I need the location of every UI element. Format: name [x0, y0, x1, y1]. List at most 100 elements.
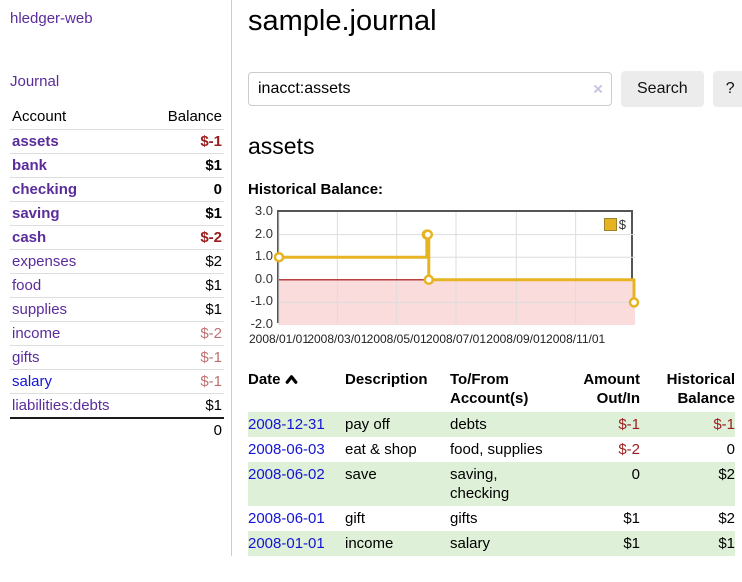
sidebar-account-link[interactable]: expenses — [12, 253, 77, 270]
chart-legend: $ — [603, 217, 626, 232]
register-header-accounts[interactable]: To/From Account(s) — [450, 371, 529, 407]
register-table: Date Description To/From Account(s) Amou… — [248, 368, 735, 556]
register-header-balance[interactable]: Historical Balance — [666, 371, 735, 407]
transaction-date-link[interactable]: 2008-12-31 — [248, 416, 325, 433]
transaction-amount: 0 — [562, 462, 640, 506]
search-button[interactable]: Search — [621, 71, 704, 107]
transaction-balance: $2 — [718, 510, 735, 527]
account-balance: $1 — [146, 201, 224, 226]
transaction-date-link[interactable]: 2008-06-02 — [248, 466, 325, 483]
account-row: expenses $2 — [10, 249, 224, 274]
transaction-date-link[interactable]: 2008-06-01 — [248, 510, 325, 527]
transaction-description: income — [345, 531, 450, 556]
account-balance: $1 — [146, 297, 224, 322]
account-row: cash $-2 — [10, 225, 224, 250]
accounts-body: assets $-1 bank $1 checking 0 saving $1 cash $-2 e… — [10, 129, 224, 442]
sidebar-account-link[interactable]: gifts — [12, 349, 40, 366]
x-axis-tick-label: 2008/11/01 — [546, 332, 606, 346]
transaction-description: save — [345, 462, 450, 506]
legend-label: $ — [618, 217, 626, 232]
account-row: liabilities:debts $1 — [10, 393, 224, 418]
transaction-description: pay off — [345, 412, 450, 437]
y-axis-tick-label: -2.0 — [250, 316, 273, 331]
account-balance: $-1 — [146, 369, 224, 394]
account-balance: $1 — [146, 153, 224, 178]
account-balance: $-1 — [146, 345, 224, 370]
transaction-amount: $-1 — [562, 412, 640, 437]
legend-swatch — [603, 218, 617, 231]
chart-canvas — [273, 212, 640, 325]
account-row: salary $-1 — [10, 369, 224, 394]
account-balance: 0 — [146, 177, 224, 202]
sidebar-item-journal[interactable]: Journal — [10, 73, 60, 90]
transaction-amount: $-2 — [618, 441, 640, 458]
help-button[interactable]: ? — [712, 71, 742, 107]
accounts-total: 0 — [146, 417, 224, 442]
transaction-accounts: saving, checking — [450, 462, 562, 506]
register-header-date[interactable]: Date — [248, 368, 345, 412]
sidebar-account-link[interactable]: saving — [12, 205, 60, 222]
y-axis-tick-label: -1.0 — [250, 293, 273, 309]
sort-asc-icon — [285, 371, 298, 390]
page: hledger-web Journal Account Balance asse… — [0, 0, 742, 556]
sidebar-account-link[interactable]: checking — [12, 181, 78, 198]
transaction-balance: $2 — [640, 462, 735, 506]
sidebar-account-link[interactable]: supplies — [12, 301, 68, 318]
y-axis-tick-label: 0.0 — [254, 270, 273, 286]
x-axis-tick-label: 2008/09/01 — [486, 332, 547, 346]
account-balance: $2 — [146, 249, 224, 274]
register-header-amount[interactable]: Amount Out/In — [583, 371, 640, 407]
sidebar-account-link[interactable]: assets — [12, 133, 59, 150]
account-row: supplies $1 — [10, 297, 224, 322]
transaction-accounts: debts — [450, 412, 562, 437]
accounts-header-balance: Balance — [167, 108, 222, 125]
account-balance: $-2 — [146, 321, 224, 346]
register-body: 2008-12-31 pay off debts $-1 $-1 2008-06-03 ea… — [248, 412, 735, 556]
transaction-accounts: gifts — [450, 510, 478, 527]
page-title: sample.journal — [248, 5, 437, 37]
transaction-balance: $1 — [640, 531, 735, 556]
transaction-description: gift — [345, 510, 366, 527]
accounts-table: Account Balance assets $-1 bank $1 checking 0… — [10, 104, 224, 442]
x-axis-tick-label: 2008/01/01 — [248, 332, 310, 346]
transaction-date-link[interactable]: 2008-01-01 — [248, 535, 325, 552]
sidebar: hledger-web Journal Account Balance asse… — [0, 0, 232, 556]
sidebar-account-link[interactable]: liabilities:debts — [12, 397, 110, 414]
sidebar-account-link[interactable]: salary — [12, 373, 53, 390]
x-axis-tick-label: 2008/07/01 — [425, 332, 487, 346]
sidebar-account-link[interactable]: income — [12, 325, 61, 342]
search-input[interactable] — [248, 72, 612, 106]
register-header-description[interactable]: Description — [345, 371, 428, 388]
transaction-description: eat & shop — [345, 441, 417, 458]
sidebar-account-link[interactable]: food — [12, 277, 42, 294]
sidebar-account-link[interactable]: bank — [12, 157, 48, 174]
chart-title: Historical Balance: — [248, 181, 384, 198]
account-row: bank $1 — [10, 153, 224, 178]
sidebar-account-link[interactable]: cash — [12, 229, 47, 246]
account-heading: assets — [248, 133, 315, 159]
transaction-date-link[interactable]: 2008-06-03 — [248, 441, 325, 458]
historical-balance-chart: $ 3.0 2.0 1.0 0.0 -1.0 -2.0 2008/01/01 2008/03/… — [248, 203, 718, 348]
app-title-link[interactable]: hledger-web — [10, 10, 93, 27]
transaction-row[interactable]: 2008-06-01 gift gifts $1 $2 — [248, 506, 735, 531]
y-axis-tick-label: 1.0 — [254, 248, 273, 264]
main-content: sample.journal × Search ? assets Histori… — [232, 0, 742, 556]
y-axis-tick-label: 2.0 — [254, 225, 273, 241]
transaction-row[interactable]: 2008-06-02 save saving, checking 0 $2 — [248, 462, 735, 506]
search-box: × — [248, 72, 612, 106]
transaction-row[interactable]: 2008-06-03 eat & shop food, supplies $-2 0 — [248, 437, 735, 462]
search-form: × Search ? — [248, 71, 742, 107]
transaction-balance: $-1 — [640, 412, 735, 437]
clear-search-icon[interactable]: × — [593, 79, 603, 99]
transaction-row[interactable]: 2008-12-31 pay off debts $-1 $-1 — [248, 412, 735, 437]
account-balance: $1 — [146, 273, 224, 298]
x-axis-tick-label: 2008/03/01 — [307, 332, 368, 346]
account-row: checking 0 — [10, 177, 224, 202]
accounts-header-account: Account — [12, 108, 67, 125]
transaction-accounts: food, supplies — [450, 441, 543, 458]
transaction-row[interactable]: 2008-01-01 income salary $1 $1 — [248, 531, 735, 556]
accounts-total-row: 0 — [10, 417, 224, 442]
account-row: income $-2 — [10, 321, 224, 346]
transaction-accounts: salary — [450, 531, 562, 556]
account-row: gifts $-1 — [10, 345, 224, 370]
